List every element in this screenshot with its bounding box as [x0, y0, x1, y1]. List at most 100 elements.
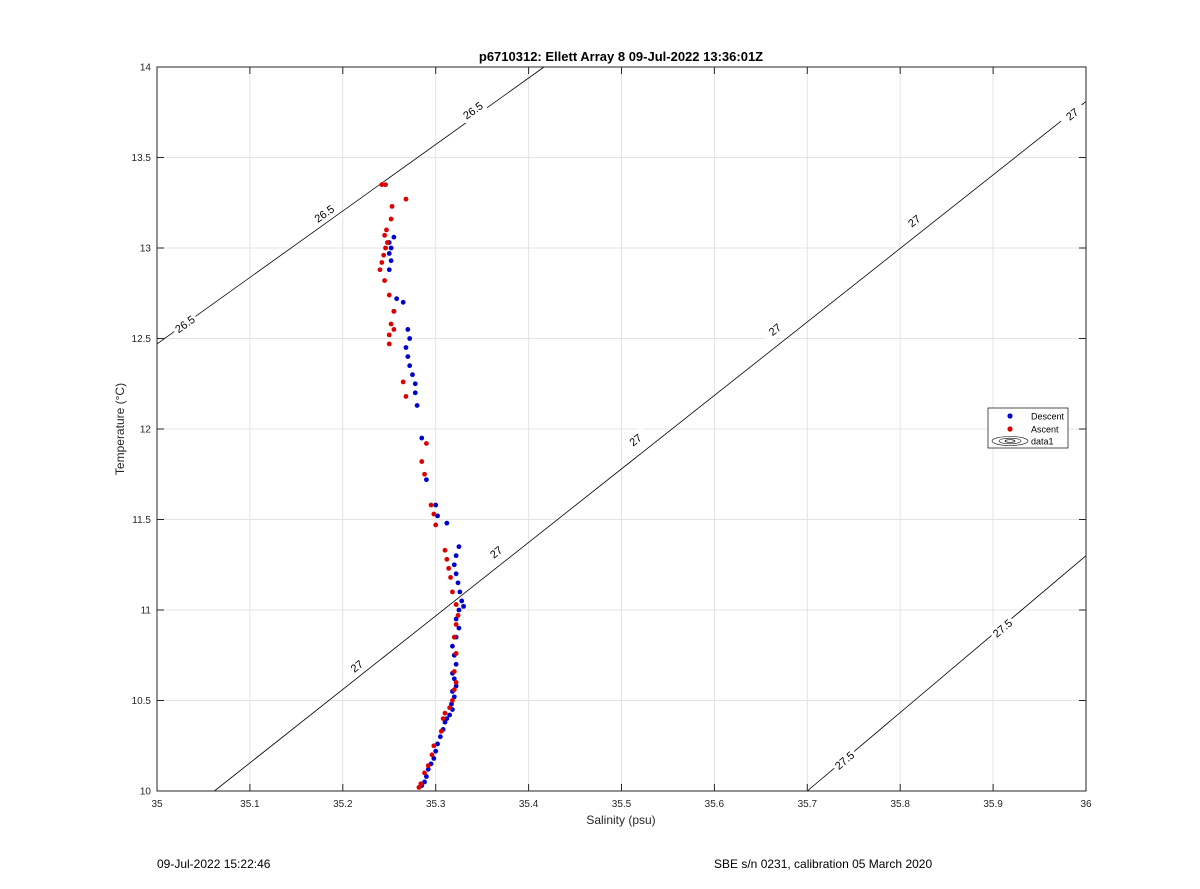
x-tick-label: 35.4 [519, 799, 539, 810]
descent-point [405, 354, 411, 359]
ascent-point [379, 260, 385, 265]
descent-point [456, 544, 462, 550]
ascent-point [381, 252, 387, 258]
descent-point [437, 734, 443, 740]
contour-label: 27 [488, 544, 505, 561]
y-tick-label: 11 [141, 606, 152, 617]
contour-label-bg [458, 97, 488, 124]
contour-label-bg [899, 207, 929, 235]
y-tick-label: 13.5 [132, 153, 152, 164]
ascent-point [391, 308, 397, 314]
descent-point [453, 616, 459, 622]
ascent-point [389, 203, 395, 209]
ascent-point [431, 511, 437, 517]
ascent-point [442, 547, 448, 553]
ascent-point [425, 763, 431, 769]
ascent-point [451, 669, 457, 674]
descent-point [456, 625, 462, 631]
contour-label: 27 [767, 322, 784, 339]
axis-ticks: 35 35.1 35.2 35.3 35.4 35.5 35.6 35.7 35.8 35.9 36… [132, 63, 1092, 811]
legend-descent-label: Descent [1031, 412, 1065, 422]
contour-label: 27 [349, 658, 366, 675]
x-tick-label: 35.2 [333, 799, 353, 810]
y-tick-label: 10 [140, 787, 152, 798]
descent-point [394, 296, 400, 302]
x-tick-label: 35.1 [240, 799, 260, 810]
y-tick-label: 14 [140, 63, 152, 74]
descent-point [400, 299, 406, 305]
descent-point [451, 694, 457, 700]
ascent-point [377, 267, 383, 273]
descent-point [424, 477, 429, 483]
ascent-point [391, 327, 397, 332]
descent-point [449, 701, 454, 707]
contour-label: 27 [906, 213, 923, 230]
ascent-point [442, 710, 448, 716]
ascent-point [388, 321, 394, 327]
legend: Descent Ascent data1 [987, 407, 1069, 449]
legend-ascent-marker [1007, 426, 1013, 432]
descent-point [444, 520, 450, 526]
contour-label-bg [1057, 100, 1087, 128]
descent-point [451, 676, 457, 682]
legend-descent-marker [1007, 413, 1013, 419]
ascent-point [453, 602, 459, 607]
y-tick-label: 12 [140, 425, 152, 436]
descent-point [442, 719, 448, 725]
contour-label-bg [342, 652, 372, 680]
descent-point [407, 363, 413, 369]
y-axis-label: Temperature (°C) [113, 383, 127, 475]
descent-point [388, 245, 394, 251]
descent-point [433, 502, 439, 508]
x-tick-label: 36 [1080, 799, 1092, 810]
ascent-point [419, 459, 425, 464]
descent-point [453, 553, 459, 559]
x-tick-label: 35.6 [705, 799, 725, 810]
descent-point [453, 571, 459, 577]
ascent-point [450, 589, 455, 595]
ascent-point [383, 245, 388, 251]
y-tick-label: 11.5 [132, 515, 151, 526]
descent-point [461, 603, 466, 609]
descent-point [422, 779, 427, 785]
ascent-point [433, 522, 439, 528]
ascent-point [453, 622, 459, 627]
x-tick-label: 35.8 [890, 799, 910, 810]
descent-point [455, 580, 461, 586]
ascent-point [448, 575, 453, 580]
contour-label: 27 [628, 432, 645, 449]
ascent-point [388, 216, 394, 222]
chart-title: p6710312: Ellett Array 8 09-Jul-2022 13:… [479, 49, 763, 64]
descent-point [403, 345, 409, 350]
ascent-point [453, 651, 459, 656]
ascent-point [382, 232, 388, 238]
descent-point [444, 716, 450, 721]
descent-point [433, 748, 439, 754]
x-tick-label: 35.7 [798, 799, 818, 810]
descent-point [414, 403, 420, 408]
footer-timestamp: 09-Jul-2022 15:22:46 [157, 857, 271, 871]
ascent-point [451, 634, 457, 640]
contour-label-bg [309, 200, 339, 227]
ascent-point [384, 240, 390, 245]
ascent-point [416, 784, 422, 790]
descent-point [386, 267, 392, 273]
descent-point [450, 643, 455, 649]
ascent-point [384, 227, 389, 233]
legend-ascent-label: Ascent [1031, 425, 1059, 435]
x-axis-label: Salinity (psu) [586, 813, 655, 827]
ascent-point [429, 752, 435, 758]
ascent-point [444, 556, 450, 562]
ascent-point [440, 716, 446, 721]
ascent-point [438, 728, 444, 734]
ascent-point [403, 394, 409, 399]
descent-point [435, 741, 440, 747]
descent-point [447, 712, 453, 718]
footer-calibration: SBE s/n 0231, calibration 05 March 2020 [714, 857, 933, 871]
x-tick-label: 35.9 [983, 799, 1003, 810]
contour-line [214, 101, 1087, 792]
contour-label-bg [987, 614, 1017, 642]
y-tick-label: 12.5 [132, 334, 152, 345]
